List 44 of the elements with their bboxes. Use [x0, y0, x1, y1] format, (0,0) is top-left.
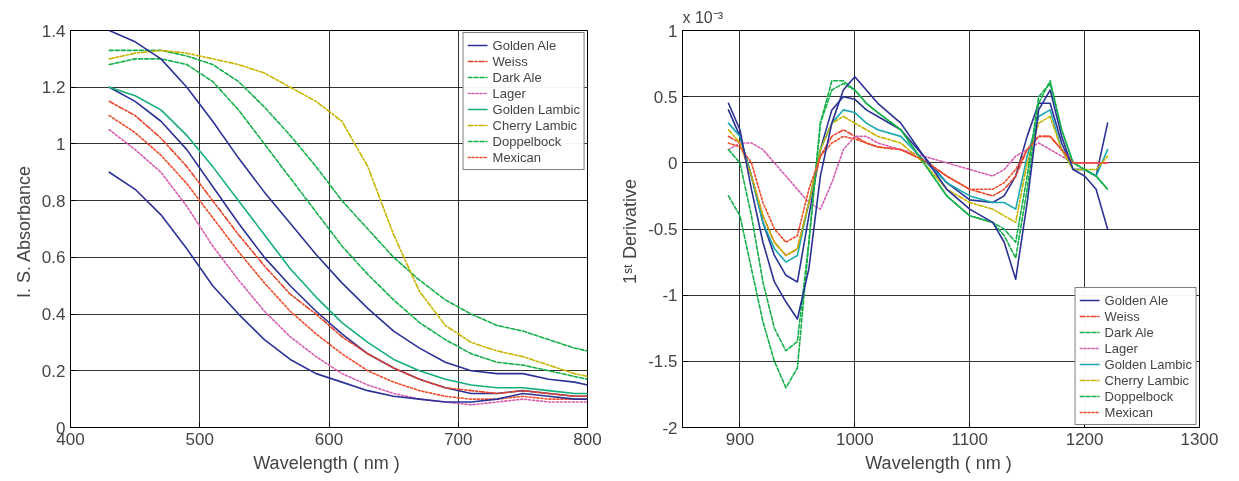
y-axis-title: I. S. Absorbance: [13, 165, 34, 299]
legend-label: Mexican: [1104, 404, 1153, 420]
legend-label: Cherry Lambic: [492, 117, 578, 133]
legend-label: Weiss: [492, 53, 528, 69]
y-tick-label: 0.2: [41, 361, 66, 381]
y-tick-label: -1: [662, 286, 678, 306]
legend-label: Doppelbock: [492, 133, 562, 149]
x-tick-label: 800: [573, 429, 602, 449]
legend-label: Lager: [1104, 340, 1138, 356]
x-tick-label: 1000: [835, 429, 874, 449]
y-tick-label: 0.8: [41, 191, 66, 211]
x-tick-label: 1300: [1180, 429, 1219, 449]
legend-label: Dark Ale: [492, 69, 542, 85]
y-tick-label: -2: [662, 418, 678, 438]
legend-label: Weiss: [1104, 308, 1140, 324]
legend-label: Lager: [492, 85, 526, 101]
x-axis-title: Wavelength ( nm ): [865, 452, 1012, 473]
text: x 10⁻³: [682, 8, 724, 26]
legend-label: Golden Ale: [492, 37, 557, 53]
legend-label: Dark Ale: [1104, 324, 1154, 340]
y-tick-label: -0.5: [648, 220, 678, 239]
legend-label: Doppelbock: [1104, 388, 1174, 404]
x-tick-label: 1100: [951, 429, 989, 449]
y-axis-title: 1ˢᵗ Derivative: [620, 178, 641, 285]
y-tick-label: 1: [56, 134, 66, 154]
y-tick-label: 0.6: [41, 248, 66, 268]
x-tick-label: 500: [185, 429, 214, 449]
legend-label: Mexican: [492, 149, 541, 165]
x-tick-label: 700: [444, 429, 473, 449]
x-tick-label: 900: [725, 429, 755, 449]
legend-label: Cherry Lambic: [1104, 372, 1190, 388]
x-axis-title: Wavelength ( nm ): [253, 452, 400, 473]
legend-label: Golden Ale: [1104, 292, 1169, 308]
x-tick-label: 1200: [1065, 429, 1104, 449]
y-tick-label: 1.2: [41, 78, 66, 98]
y-tick-label: 0.4: [41, 305, 66, 325]
legend-label: Golden Lambic: [492, 101, 580, 117]
y-tick-label: 0.5: [653, 87, 678, 107]
y-tick-label: 0: [668, 153, 678, 173]
y-tick-label: 1: [668, 21, 678, 41]
x-tick-label: 600: [314, 429, 344, 449]
y-tick-label: -1.5: [648, 352, 678, 372]
y-tick-label: 1.4: [41, 21, 66, 41]
legend-label: Golden Lambic: [1104, 356, 1192, 372]
